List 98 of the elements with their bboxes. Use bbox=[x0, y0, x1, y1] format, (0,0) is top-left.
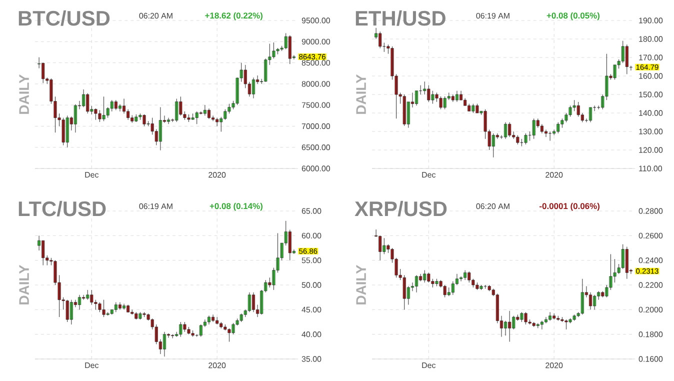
candlestick bbox=[572, 314, 576, 322]
candlestick bbox=[94, 108, 98, 120]
candlestick bbox=[216, 118, 219, 126]
candlestick bbox=[439, 96, 442, 110]
text: +0.08 (0.05%) bbox=[546, 12, 600, 20]
candlestick bbox=[191, 113, 194, 120]
candlestick bbox=[447, 287, 450, 296]
candlestick bbox=[102, 300, 106, 318]
candlestick bbox=[42, 240, 45, 266]
chart-title: BTC/USD bbox=[18, 10, 110, 26]
candlestick bbox=[492, 133, 495, 158]
candlestick bbox=[62, 118, 65, 146]
candlestick bbox=[508, 310, 512, 342]
candlestick bbox=[536, 322, 540, 328]
candlestick bbox=[86, 290, 90, 300]
candlestick bbox=[228, 328, 231, 342]
candlestick bbox=[138, 113, 142, 120]
candlestick bbox=[516, 134, 520, 145]
candlestick bbox=[572, 100, 576, 112]
candlestick bbox=[98, 302, 102, 312]
candlestick bbox=[524, 133, 528, 145]
candlestick bbox=[98, 110, 102, 122]
candlestick bbox=[556, 122, 560, 134]
candlestick bbox=[443, 284, 446, 298]
candlestick bbox=[560, 118, 564, 128]
candlestick bbox=[220, 322, 223, 329]
candlestick bbox=[402, 94, 406, 126]
candlestick bbox=[423, 270, 426, 283]
candlestick bbox=[195, 111, 198, 124]
candlestick bbox=[134, 114, 138, 122]
candlestick bbox=[435, 278, 438, 286]
candlestick bbox=[179, 322, 182, 338]
y-axis-title: DAILY bbox=[356, 264, 366, 304]
chart-title: ETH/USD bbox=[356, 10, 446, 26]
candlestick bbox=[480, 284, 483, 290]
candlestick bbox=[402, 274, 406, 310]
text: -0.0001 (0.06%) bbox=[540, 202, 600, 211]
candlestick bbox=[232, 322, 235, 335]
candlestick bbox=[110, 100, 114, 112]
candlestick bbox=[224, 324, 227, 331]
candlestick bbox=[66, 115, 69, 148]
candlestick bbox=[568, 105, 572, 117]
chart-title: LTC/USD bbox=[18, 200, 106, 216]
candlestick bbox=[90, 290, 94, 305]
candlestick bbox=[102, 96, 106, 122]
candlestick bbox=[187, 114, 190, 122]
y-axis-title: DAILY bbox=[19, 264, 29, 304]
candlestick bbox=[621, 40, 624, 64]
candlestick bbox=[512, 316, 516, 330]
candlestick bbox=[427, 85, 430, 102]
candlestick bbox=[66, 300, 69, 322]
chart-title: XRP/USD bbox=[354, 200, 447, 216]
candlestick bbox=[472, 104, 475, 114]
candlestick bbox=[468, 104, 471, 112]
candlestick bbox=[138, 312, 142, 320]
candlestick bbox=[276, 48, 280, 55]
candlestick bbox=[142, 114, 146, 126]
y-axis-title: DAILY bbox=[356, 74, 366, 114]
candlestick bbox=[378, 31, 382, 48]
candlestick bbox=[532, 118, 536, 140]
text: +0.08 (0.14%) bbox=[210, 202, 262, 211]
candlestick bbox=[240, 313, 243, 322]
candlestick bbox=[264, 58, 268, 82]
y-axis-title: DAILY bbox=[19, 74, 29, 114]
candlestick bbox=[520, 312, 524, 322]
candlestick bbox=[601, 290, 604, 298]
candlestick bbox=[564, 319, 568, 330]
candlestick bbox=[560, 316, 564, 322]
candlestick bbox=[224, 109, 227, 120]
candlestick bbox=[86, 92, 90, 114]
candlestick bbox=[199, 324, 202, 338]
candlestick bbox=[191, 330, 194, 338]
candlestick bbox=[613, 64, 616, 80]
candlestick bbox=[532, 322, 536, 328]
candlestick bbox=[576, 102, 580, 117]
candlestick bbox=[556, 316, 560, 322]
candlestick bbox=[272, 42, 276, 59]
candlestick bbox=[524, 312, 528, 325]
candlestick bbox=[130, 114, 134, 124]
candlestick bbox=[378, 235, 382, 261]
candlestick bbox=[476, 104, 479, 114]
candlestick bbox=[431, 90, 434, 104]
candlestick bbox=[476, 282, 479, 290]
candlestick bbox=[142, 312, 146, 318]
candlestick bbox=[187, 326, 190, 335]
candlestick bbox=[130, 309, 134, 315]
text: +18.62 (0.22%) bbox=[205, 12, 262, 20]
candlestick bbox=[175, 98, 178, 122]
candlestick bbox=[42, 62, 45, 84]
candlestick bbox=[468, 271, 471, 283]
candlestick bbox=[443, 96, 446, 110]
candlestick bbox=[621, 244, 624, 270]
candlestick bbox=[183, 322, 186, 332]
candlestick bbox=[488, 284, 491, 292]
candlestick bbox=[134, 312, 138, 320]
candlestick bbox=[382, 238, 386, 254]
candlestick bbox=[427, 272, 430, 283]
candlestick bbox=[216, 316, 219, 325]
